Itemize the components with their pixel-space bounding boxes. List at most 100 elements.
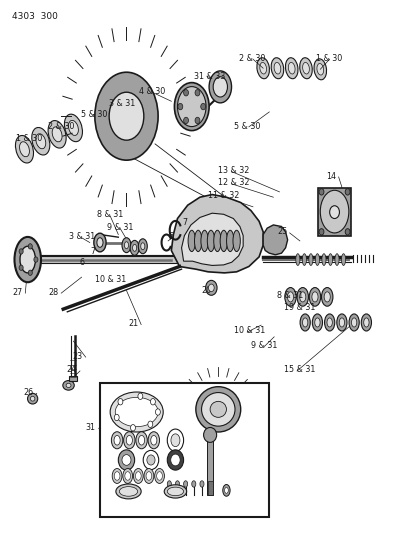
- Ellipse shape: [200, 481, 204, 487]
- Ellipse shape: [109, 92, 144, 140]
- Text: 15 & 31: 15 & 31: [284, 366, 315, 374]
- Ellipse shape: [147, 455, 155, 465]
- Ellipse shape: [285, 288, 296, 306]
- Ellipse shape: [287, 292, 293, 302]
- Text: 10 & 31: 10 & 31: [234, 327, 266, 335]
- Circle shape: [184, 117, 188, 124]
- Circle shape: [208, 284, 214, 292]
- Ellipse shape: [122, 455, 131, 465]
- Text: 11 & 32: 11 & 32: [208, 191, 239, 199]
- Bar: [27, 256, 180, 263]
- Ellipse shape: [15, 237, 41, 282]
- Text: 19 & 31: 19 & 31: [284, 303, 315, 312]
- Ellipse shape: [223, 484, 230, 496]
- Bar: [69, 376, 77, 381]
- Ellipse shape: [317, 63, 324, 75]
- Ellipse shape: [133, 469, 143, 483]
- Circle shape: [319, 229, 324, 235]
- Ellipse shape: [349, 314, 359, 331]
- Ellipse shape: [114, 472, 120, 480]
- Ellipse shape: [274, 62, 281, 74]
- Text: 14: 14: [326, 173, 337, 181]
- Circle shape: [345, 189, 350, 195]
- Ellipse shape: [204, 427, 217, 442]
- Text: 9 & 31: 9 & 31: [107, 223, 133, 231]
- Circle shape: [19, 249, 23, 254]
- Ellipse shape: [64, 114, 82, 142]
- Text: 2 & 30: 2 & 30: [48, 123, 75, 131]
- Ellipse shape: [309, 254, 313, 265]
- Ellipse shape: [315, 254, 319, 265]
- Ellipse shape: [63, 381, 74, 390]
- Ellipse shape: [167, 487, 184, 496]
- Ellipse shape: [324, 292, 330, 302]
- Ellipse shape: [297, 288, 308, 306]
- Ellipse shape: [315, 318, 320, 327]
- Circle shape: [201, 103, 206, 110]
- Ellipse shape: [352, 318, 357, 327]
- Ellipse shape: [148, 432, 160, 449]
- Ellipse shape: [111, 432, 123, 449]
- Ellipse shape: [138, 435, 144, 445]
- Ellipse shape: [125, 472, 131, 480]
- Text: 28: 28: [48, 288, 58, 296]
- Bar: [318, 188, 351, 236]
- Ellipse shape: [288, 62, 295, 74]
- Ellipse shape: [20, 246, 35, 273]
- Circle shape: [184, 90, 188, 96]
- Text: 12 & 32: 12 & 32: [218, 179, 250, 187]
- Polygon shape: [171, 195, 263, 273]
- Ellipse shape: [119, 487, 138, 496]
- Text: 6: 6: [80, 258, 85, 266]
- Ellipse shape: [313, 314, 323, 331]
- Ellipse shape: [115, 398, 158, 426]
- Ellipse shape: [167, 481, 171, 487]
- Ellipse shape: [302, 254, 306, 265]
- Ellipse shape: [188, 230, 195, 252]
- Ellipse shape: [136, 432, 147, 449]
- Text: 21: 21: [128, 319, 138, 328]
- Ellipse shape: [171, 454, 180, 466]
- Ellipse shape: [16, 135, 33, 163]
- Ellipse shape: [233, 230, 240, 252]
- Text: 23: 23: [73, 352, 83, 360]
- Ellipse shape: [260, 62, 266, 74]
- Ellipse shape: [112, 469, 122, 483]
- Ellipse shape: [209, 71, 232, 103]
- Ellipse shape: [36, 134, 46, 149]
- Ellipse shape: [257, 58, 269, 79]
- Ellipse shape: [155, 469, 164, 483]
- Text: 5 & 30: 5 & 30: [81, 110, 107, 119]
- Ellipse shape: [95, 72, 158, 160]
- Ellipse shape: [124, 242, 129, 248]
- Ellipse shape: [143, 450, 159, 470]
- Ellipse shape: [133, 244, 137, 251]
- Ellipse shape: [110, 392, 163, 432]
- Ellipse shape: [202, 392, 235, 426]
- Ellipse shape: [124, 432, 135, 449]
- Ellipse shape: [135, 472, 141, 480]
- Ellipse shape: [122, 238, 131, 253]
- Circle shape: [28, 244, 32, 249]
- Ellipse shape: [320, 190, 349, 233]
- Ellipse shape: [177, 86, 206, 126]
- Bar: [208, 481, 213, 495]
- Ellipse shape: [201, 230, 208, 252]
- Ellipse shape: [27, 393, 38, 404]
- Text: 27: 27: [12, 288, 22, 296]
- Ellipse shape: [210, 401, 226, 417]
- Circle shape: [131, 425, 135, 431]
- Ellipse shape: [327, 318, 333, 327]
- Ellipse shape: [116, 484, 141, 499]
- Ellipse shape: [226, 230, 234, 252]
- Ellipse shape: [48, 120, 66, 148]
- Ellipse shape: [192, 481, 196, 487]
- Ellipse shape: [30, 397, 35, 401]
- Ellipse shape: [271, 58, 284, 79]
- Ellipse shape: [337, 314, 347, 331]
- Ellipse shape: [314, 59, 326, 80]
- Polygon shape: [182, 213, 243, 265]
- Ellipse shape: [325, 314, 335, 331]
- Ellipse shape: [97, 238, 103, 247]
- Ellipse shape: [322, 288, 333, 306]
